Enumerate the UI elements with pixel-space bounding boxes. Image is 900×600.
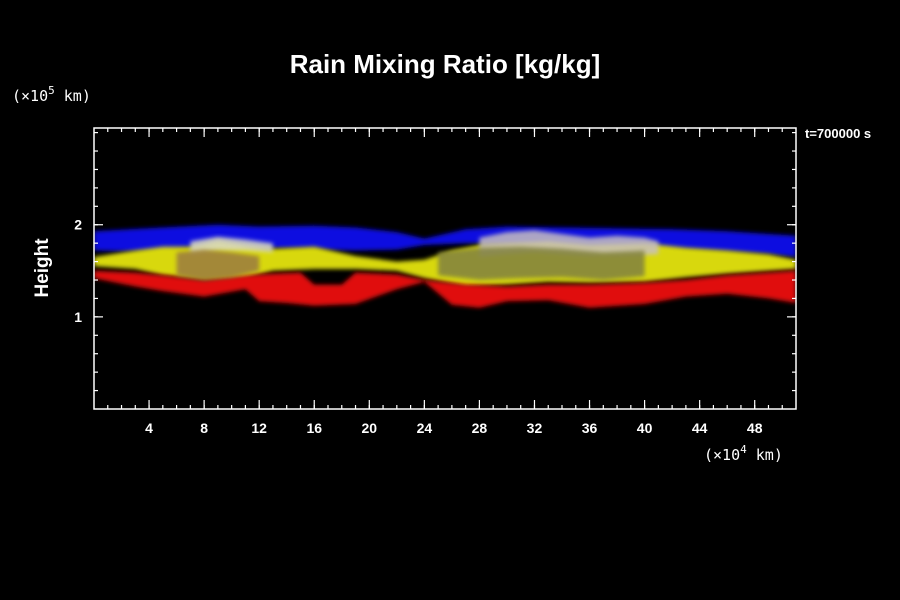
- x-tick-label: 24: [417, 420, 433, 436]
- x-tick-label: 48: [747, 420, 763, 436]
- x-tick-label: 8: [200, 420, 208, 436]
- x-tick-label: 16: [306, 420, 322, 436]
- y-axis-title: Height: [32, 238, 53, 298]
- x-tick-label: 36: [582, 420, 598, 436]
- rain-layer-0: [94, 224, 796, 257]
- y-axis-unit-label: (×105 km): [12, 84, 91, 105]
- rain-field-layers: [94, 224, 796, 308]
- x-tick-label: 28: [472, 420, 488, 436]
- rain-layer-6: [176, 249, 260, 280]
- plot-frame: [93, 127, 797, 410]
- x-tick-label: 40: [637, 420, 653, 436]
- rain-layer-2: [94, 270, 796, 308]
- y-tick-label: 1: [74, 309, 82, 325]
- rain-layer-5: [438, 246, 645, 280]
- x-tick-label: 44: [692, 420, 708, 436]
- x-tick-label: 12: [251, 420, 267, 436]
- x-tick-label: 20: [362, 420, 378, 436]
- time-label: t=700000 s: [805, 126, 871, 141]
- x-tick-label: 4: [145, 420, 153, 436]
- rain-layer-3: [190, 236, 273, 255]
- x-axis-unit-label: (×104 km): [704, 443, 783, 464]
- y-tick-label: 2: [74, 217, 82, 233]
- chart-title: Rain Mixing Ratio [kg/kg]: [290, 49, 601, 79]
- x-tick-label: 32: [527, 420, 543, 436]
